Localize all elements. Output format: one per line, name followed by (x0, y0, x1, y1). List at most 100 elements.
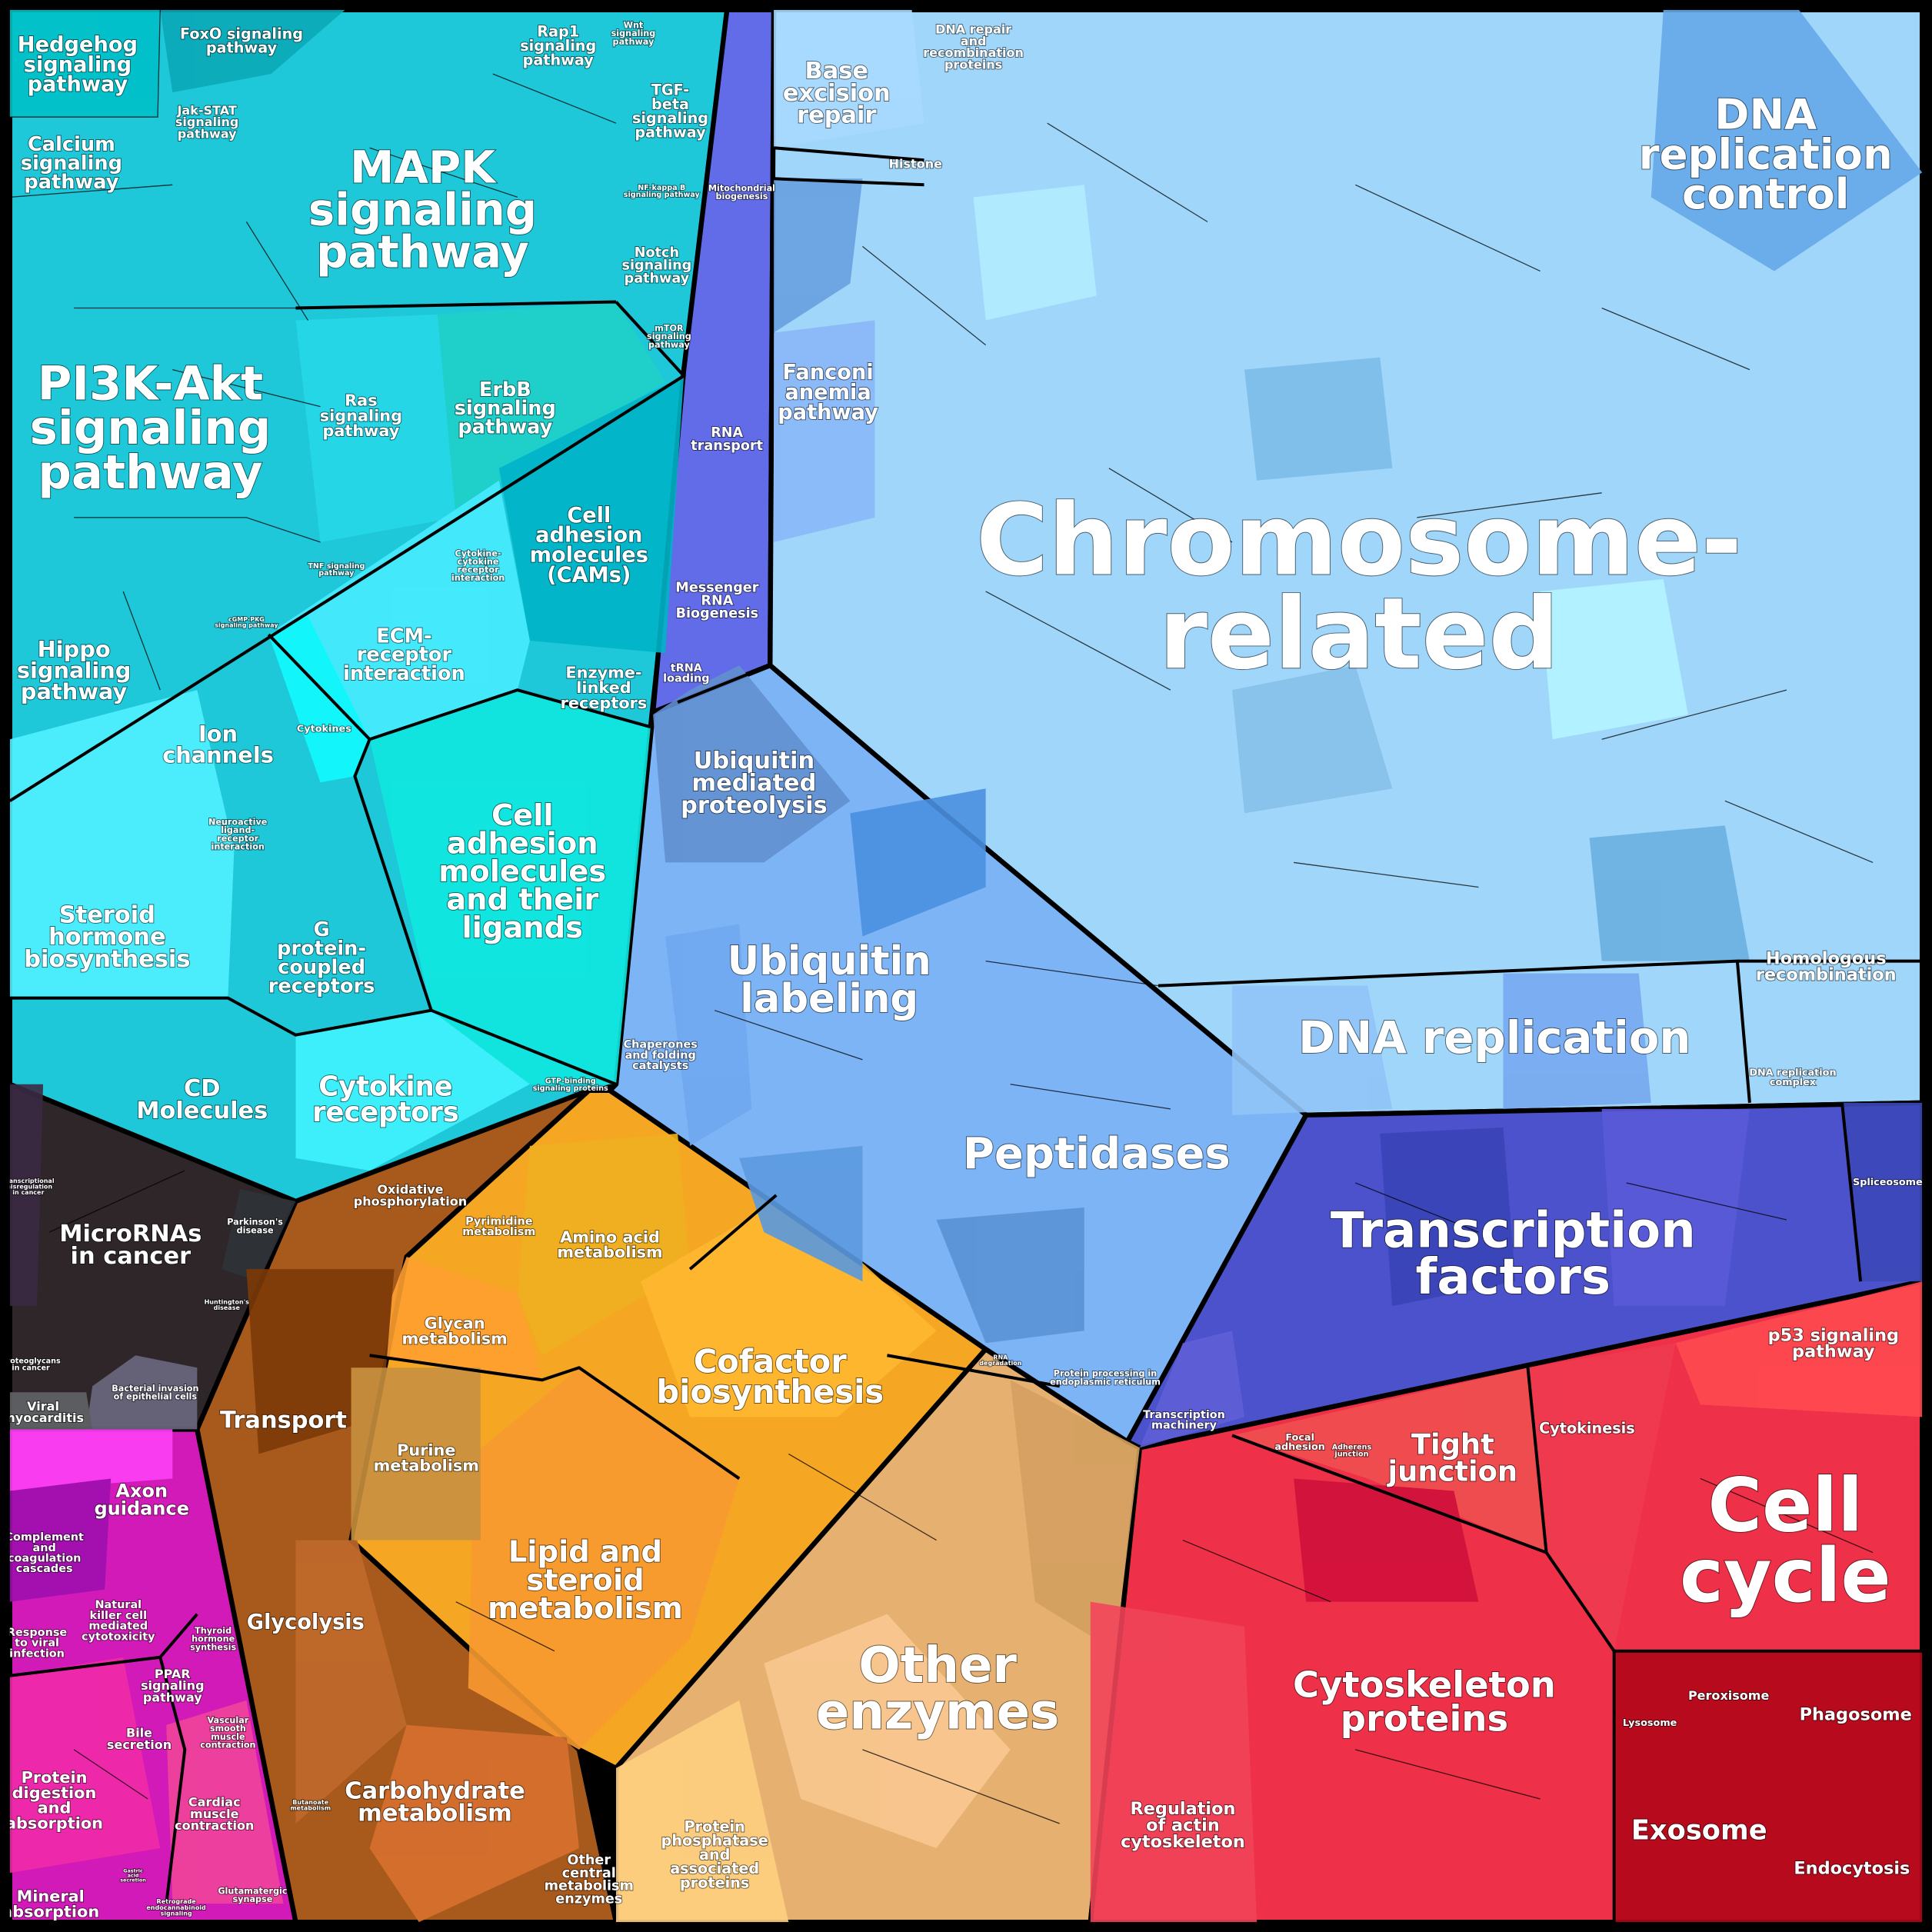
label-notch[interactable]: Notch signaling pathway (621, 245, 693, 287)
label-pyrimidine[interactable]: Pyrimidine metabolism (461, 1214, 536, 1239)
label-transcription-machinery[interactable]: Transcription machinery (1142, 1408, 1226, 1433)
label-ubiquitin-labeling[interactable]: Ubiquitin labeling (727, 938, 932, 1023)
label-p53[interactable]: p53 signaling pathway (1767, 1325, 1900, 1363)
label-mrna[interactable]: Messenger RNA Biogenesis (675, 580, 759, 622)
label-ecm[interactable]: ECM-receptor interaction (342, 624, 466, 686)
label-transcription-factors[interactable]: Transcription factors (1330, 1201, 1697, 1307)
label-huntingtons[interactable]: Huntington's disease (204, 1298, 250, 1312)
label-glycan[interactable]: Glycan metabolism (401, 1314, 508, 1349)
label-oxphos[interactable]: Oxidative phosphorylation (353, 1181, 468, 1209)
label-rna-degradation[interactable]: RNA degradation (978, 1354, 1022, 1367)
label-exosome[interactable]: Exosome (1631, 1814, 1768, 1847)
label-spliceosome[interactable]: Spliceosome (1852, 1176, 1924, 1189)
label-tight[interactable]: Tight junction (1386, 1427, 1519, 1489)
label-fanconi[interactable]: Fanconi anemia pathway (777, 360, 879, 425)
label-ppar[interactable]: PPAR signaling pathway (140, 1666, 205, 1705)
label-glycolysis[interactable]: Glycolysis (246, 1610, 365, 1635)
label-cardiac[interactable]: Cardiac muscle contraction (174, 1794, 255, 1834)
label-cytokine-cytokine[interactable]: Cytokine-cytokine receptor interaction (451, 548, 505, 584)
label-dna-rep-control[interactable]: DNA replication control (1638, 89, 1894, 219)
label-actin[interactable]: Regulation of actin cytoskeleton (1120, 1798, 1246, 1853)
label-rna-transport[interactable]: RNA transport (690, 425, 764, 455)
label-response-viral[interactable]: Response to viral infection (6, 1626, 68, 1661)
label-ion[interactable]: Ion channels (162, 720, 275, 768)
label-ras[interactable]: Ras signaling pathway (319, 390, 403, 440)
label-calcium[interactable]: Calcium signaling pathway (20, 132, 123, 195)
label-mapk[interactable]: MAPK signaling pathway (308, 141, 538, 279)
label-adherens[interactable]: Adherens junction (1331, 1443, 1373, 1460)
label-rap1[interactable]: Rap1 signaling pathway (519, 22, 597, 69)
label-ubiquitin-proteolysis[interactable]: Ubiquitin mediated proteolysis (680, 747, 828, 820)
label-bacterial[interactable]: Bacterial invasion of epithelial cells (111, 1383, 199, 1403)
label-viral-myocarditis[interactable]: Viral myocarditis (2, 1398, 85, 1426)
label-steroid[interactable]: Steroid hormone biosynthesis (23, 901, 191, 974)
label-purine[interactable]: Purine metabolism (373, 1441, 480, 1476)
label-foxo[interactable]: FoxO signaling pathway (179, 25, 304, 58)
label-histone[interactable]: Histone (888, 156, 943, 172)
label-cams[interactable]: Cell adhesion molecules (CAMs) (529, 503, 649, 588)
label-neuroactive[interactable]: Neuroactive ligand-receptor interaction (208, 817, 268, 853)
label-cytoskeleton[interactable]: Cytoskeleton proteins (1292, 1664, 1557, 1740)
label-dna-rep-complex[interactable]: DNA replication complex (1748, 1067, 1837, 1089)
label-dna-repair[interactable]: DNA repair and recombination proteins (922, 22, 1024, 73)
label-jakstat[interactable]: Jak-STAT signaling pathway (175, 102, 239, 142)
label-micrornas[interactable]: MicroRNAs in cancer (58, 1220, 202, 1271)
label-mineral[interactable]: Mineral absorption (1, 1887, 100, 1922)
label-phagosome[interactable]: Phagosome (1799, 1704, 1913, 1725)
label-nk[interactable]: Natural killer cell mediated cytotoxicity (81, 1598, 156, 1644)
label-lipid[interactable]: Lipid and steroid metabolism (487, 1534, 684, 1627)
label-chaperones[interactable]: Chaperones and folding catalysts (623, 1038, 698, 1073)
label-peptidases[interactable]: Peptidases (962, 1128, 1231, 1180)
label-proteoglycans[interactable]: Proteoglycans in cancer (0, 1356, 61, 1373)
label-cell-cycle[interactable]: Cell cycle (1679, 1462, 1892, 1620)
label-transcriptional-misreg[interactable]: Transcriptional misregulation in cancer (2, 1177, 55, 1197)
label-enzyme-linked[interactable]: Enzyme-linked receptors (560, 662, 648, 712)
label-hippo[interactable]: Hippo signaling pathway (16, 635, 132, 705)
label-retrograde[interactable]: Retrograde endocannabinoid signaling (145, 1897, 207, 1917)
label-erbb[interactable]: ErbB signaling pathway (454, 378, 557, 440)
label-hedgehog[interactable]: Hedgehog signaling pathway (17, 32, 138, 98)
label-gtp[interactable]: GTP-binding signaling proteins (532, 1077, 609, 1094)
label-thyroid[interactable]: Thyroid hormone synthesis (189, 1625, 237, 1653)
label-mito[interactable]: Mitochondrial biogenesis (708, 183, 776, 203)
label-parkinsons[interactable]: Parkinson's disease (226, 1217, 284, 1237)
label-amino-acid[interactable]: Amino acid metabolism (556, 1227, 663, 1263)
label-carbohydrate[interactable]: Carbohydrate metabolism (344, 1777, 525, 1827)
label-axon[interactable]: Axon guidance (94, 1480, 190, 1521)
label-bile[interactable]: Bile secretion (106, 1725, 172, 1753)
label-pi3k[interactable]: PI3K-Akt signaling pathway (29, 355, 272, 501)
label-trna[interactable]: tRNA loading (662, 661, 710, 686)
label-tgfb[interactable]: TGF-beta signaling pathway (631, 81, 709, 142)
label-chromosome[interactable]: Chromosome-related (975, 483, 1743, 693)
label-protein-digestion[interactable]: Protein digestion and absorption (5, 1767, 104, 1833)
label-cd[interactable]: CD Molecules (135, 1074, 268, 1125)
label-vascular[interactable]: Vascular smooth muscle contraction (199, 1714, 256, 1750)
label-focal[interactable]: Focal adhesion (1274, 1431, 1325, 1454)
label-dna-replication[interactable]: DNA replication (1297, 1011, 1691, 1064)
label-cgmp[interactable]: cGMP-PKG signaling pathway (214, 615, 279, 629)
label-other-central[interactable]: Other central metabolism enzymes (544, 1852, 635, 1907)
label-tnf[interactable]: TNF signaling pathway (307, 561, 365, 578)
label-transport[interactable]: Transport (219, 1406, 348, 1434)
label-complement[interactable]: Complement and coagulation cascades (4, 1531, 84, 1576)
label-homologous[interactable]: Homologous recombination (1755, 948, 1897, 985)
label-cofactor[interactable]: Cofactor biosynthesis (655, 1341, 884, 1411)
label-wnt[interactable]: Wnt signaling pathway (611, 20, 657, 48)
label-mtor[interactable]: mTOR signaling pathway (646, 323, 692, 351)
label-cam-ligands[interactable]: Cell adhesion molecules and their ligands (438, 798, 607, 946)
label-phosphatase[interactable]: Protein phosphatase and associated proteins (661, 1817, 769, 1892)
label-cytokine-receptors[interactable]: Cytokine receptors (311, 1071, 460, 1129)
label-lysosome[interactable]: Lysosome (1622, 1717, 1678, 1730)
label-endocytosis[interactable]: Endocytosis (1793, 1858, 1910, 1880)
label-er-processing[interactable]: Protein processing in endoplasmic reticul… (1049, 1368, 1161, 1388)
label-butanoate[interactable]: Butanoate metabolism (289, 1798, 331, 1812)
label-cytokines[interactable]: Cytokines (296, 722, 352, 735)
label-base-excision[interactable]: Base excision repair (782, 57, 891, 130)
label-cytokinesis[interactable]: Cytokinesis (1538, 1419, 1636, 1438)
label-other-enzymes[interactable]: Other enzymes (815, 1637, 1060, 1742)
label-peroxisome[interactable]: Peroxisome (1687, 1687, 1770, 1704)
label-gastric[interactable]: Gastric acid secretion (119, 1867, 147, 1884)
label-glutamatergic[interactable]: Glutamatergic synapse (217, 1886, 288, 1906)
